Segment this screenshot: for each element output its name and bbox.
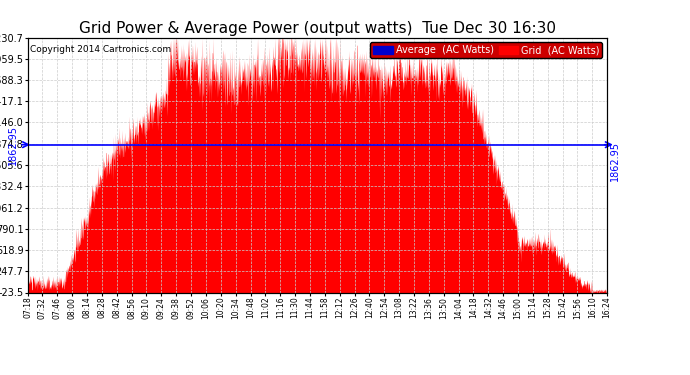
- Title: Grid Power & Average Power (output watts)  Tue Dec 30 16:30: Grid Power & Average Power (output watts…: [79, 21, 556, 36]
- Text: 1862.95: 1862.95: [8, 124, 18, 165]
- Legend: Average  (AC Watts), Grid  (AC Watts): Average (AC Watts), Grid (AC Watts): [371, 42, 602, 58]
- Text: Copyright 2014 Cartronics.com: Copyright 2014 Cartronics.com: [30, 45, 172, 54]
